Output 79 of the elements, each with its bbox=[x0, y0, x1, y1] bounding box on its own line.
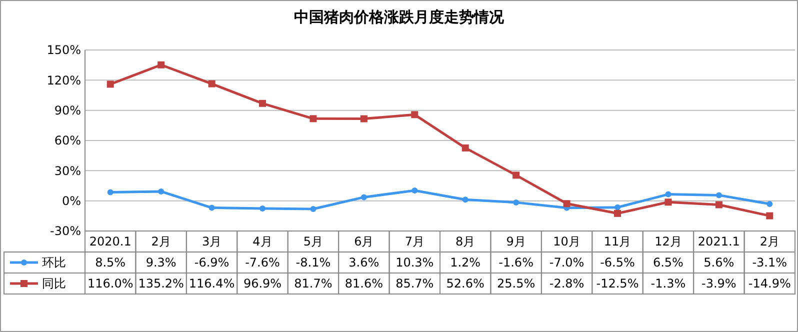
data-label: -12.5% bbox=[596, 276, 639, 291]
data-label: -2.8% bbox=[549, 276, 584, 291]
x-tick-label: 5月 bbox=[303, 234, 324, 249]
data-label: -14.9% bbox=[748, 276, 791, 291]
point bbox=[513, 199, 520, 206]
data-label: 116.4% bbox=[188, 276, 235, 291]
x-tick-label: 10月 bbox=[553, 234, 580, 249]
x-tick-label: 2月 bbox=[151, 234, 171, 249]
data-label: 10.3% bbox=[396, 256, 434, 270]
x-tick-label: 4月 bbox=[252, 234, 272, 249]
data-label: 116.0% bbox=[87, 276, 134, 291]
data-label: -3.1% bbox=[752, 256, 788, 270]
y-tick-label: 90% bbox=[54, 104, 81, 118]
point bbox=[563, 200, 570, 208]
y-tick-label: 30% bbox=[54, 164, 81, 178]
point bbox=[411, 111, 418, 118]
point bbox=[360, 194, 367, 200]
data-label: -7.6% bbox=[245, 256, 280, 270]
data-label: 81.6% bbox=[344, 276, 383, 291]
data-label: 135.2% bbox=[138, 276, 184, 291]
legend-label: 同比 bbox=[42, 276, 66, 291]
data-label: 3.6% bbox=[348, 256, 380, 270]
data-label: 5.6% bbox=[704, 256, 734, 270]
legend-label: 环比 bbox=[42, 256, 66, 270]
data-label: -6.5% bbox=[600, 256, 635, 270]
point bbox=[614, 204, 620, 210]
point bbox=[260, 205, 266, 212]
point bbox=[106, 80, 114, 88]
point bbox=[412, 187, 418, 194]
point bbox=[614, 210, 621, 217]
chart-title: 中国猪肉价格涨跌月度走势情况 bbox=[294, 8, 505, 26]
x-tick-label: 12月 bbox=[654, 234, 682, 249]
y-tick-label: 120% bbox=[46, 73, 81, 88]
data-label: -6.9% bbox=[194, 256, 230, 270]
point bbox=[665, 191, 672, 198]
data-label: -8.1% bbox=[296, 256, 331, 270]
y-tick-label: 150% bbox=[46, 43, 81, 58]
data-label: -3.9% bbox=[702, 276, 736, 291]
x-tick-label: 3月 bbox=[202, 234, 222, 249]
point bbox=[715, 201, 722, 208]
point bbox=[360, 115, 368, 122]
x-tick-label: 9月 bbox=[506, 234, 526, 249]
x-tick-label: 2月 bbox=[760, 234, 780, 249]
data-label: -1.3% bbox=[650, 276, 686, 291]
data-label: 81.7% bbox=[294, 276, 332, 291]
x-tick-label: 11月 bbox=[604, 234, 632, 249]
point bbox=[766, 200, 773, 207]
y-tick-label: -30% bbox=[50, 224, 81, 238]
x-tick-label: 6月 bbox=[354, 234, 374, 249]
x-tick-label: 8月 bbox=[456, 234, 476, 249]
point bbox=[462, 144, 469, 152]
data-label: 85.7% bbox=[396, 276, 434, 291]
x-tick-label: 2021.1 bbox=[698, 234, 740, 249]
y-tick-label: 0% bbox=[62, 194, 81, 208]
data-label: 52.6% bbox=[446, 276, 484, 291]
point bbox=[208, 80, 216, 88]
data-label: -7.0% bbox=[549, 256, 584, 270]
point bbox=[310, 206, 316, 212]
data-label: 9.3% bbox=[146, 256, 176, 270]
data-label: -1.6% bbox=[498, 256, 534, 270]
x-tick-label: 7月 bbox=[404, 234, 424, 249]
point bbox=[512, 172, 520, 179]
y-tick-label: 60% bbox=[54, 134, 81, 148]
point bbox=[158, 61, 165, 68]
data-label: 1.2% bbox=[450, 256, 481, 270]
point bbox=[259, 100, 266, 107]
point bbox=[158, 188, 164, 194]
point bbox=[107, 189, 114, 196]
x-tick-label: 2020.1 bbox=[89, 234, 132, 249]
data-label: 6.5% bbox=[652, 256, 684, 270]
data-label: 8.5% bbox=[95, 256, 126, 270]
point bbox=[766, 212, 774, 220]
point bbox=[664, 198, 672, 206]
point bbox=[462, 196, 468, 203]
point bbox=[310, 115, 317, 122]
data-label: 25.5% bbox=[497, 276, 536, 291]
data-label: 96.9% bbox=[243, 276, 282, 291]
point bbox=[208, 204, 215, 211]
point bbox=[716, 192, 722, 198]
